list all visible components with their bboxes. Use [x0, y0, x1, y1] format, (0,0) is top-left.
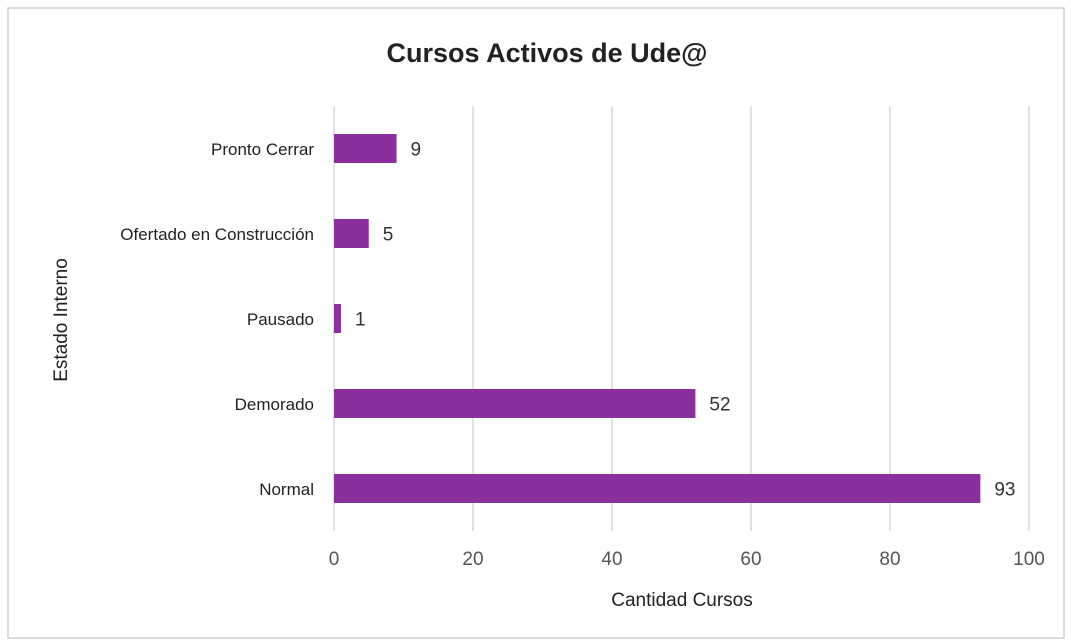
- y-axis-label: Estado Interno: [51, 258, 72, 382]
- y-tick-label: Pausado: [247, 310, 314, 329]
- x-tick-label: 100: [1013, 549, 1045, 570]
- data-label: 1: [355, 310, 366, 331]
- y-tick-label: Demorado: [235, 395, 314, 414]
- bar: [334, 134, 397, 163]
- x-tick-label: 60: [740, 549, 761, 570]
- x-tick-label: 20: [462, 549, 483, 570]
- bar: [334, 474, 981, 503]
- data-label: 9: [411, 140, 422, 161]
- bar: [334, 304, 341, 333]
- x-tick-label: 80: [879, 549, 900, 570]
- y-tick-label: Ofertado en Construcción: [120, 225, 314, 244]
- x-tick-label: 0: [329, 549, 340, 570]
- bar: [334, 389, 696, 418]
- bar: [334, 219, 369, 248]
- x-tick-label: 40: [601, 549, 622, 570]
- data-label: 93: [994, 480, 1015, 501]
- chart-title: Cursos Activos de Ude@: [387, 38, 708, 68]
- x-axis-label: Cantidad Cursos: [611, 590, 753, 611]
- data-label: 5: [383, 225, 394, 246]
- y-tick-label: Pronto Cerrar: [211, 140, 314, 159]
- chart-frame: [7, 7, 1065, 639]
- y-tick-label: Normal: [259, 480, 314, 499]
- data-label: 52: [709, 395, 730, 416]
